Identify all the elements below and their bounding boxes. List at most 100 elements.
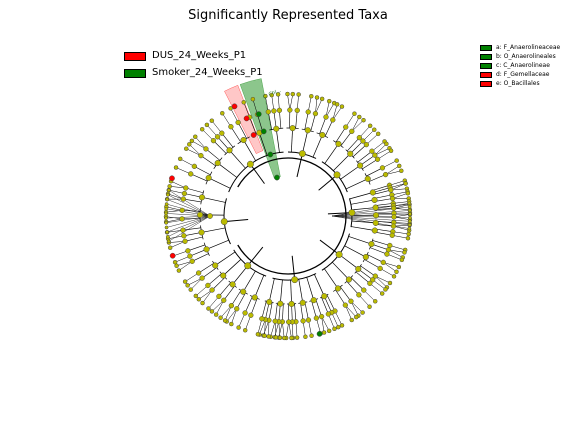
class-branch <box>338 254 359 270</box>
family-branch <box>350 301 363 313</box>
family-node <box>388 148 394 153</box>
class-branch <box>324 143 339 164</box>
order-node <box>318 313 325 320</box>
class-branch <box>333 153 351 171</box>
family-node <box>255 331 261 337</box>
order-node <box>363 141 370 148</box>
order-node <box>242 310 248 316</box>
family-node <box>353 314 359 320</box>
order-branch <box>237 122 247 139</box>
order-node <box>389 195 396 202</box>
family-branch <box>366 133 379 145</box>
family-branch <box>264 319 266 336</box>
clade-label: d: F_Gemellaceae <box>496 71 550 78</box>
family-node <box>263 93 268 99</box>
family-branch <box>166 206 183 211</box>
family-branch <box>168 235 184 240</box>
family-node <box>303 334 308 339</box>
family-branch <box>391 191 408 196</box>
family-branch <box>195 285 209 297</box>
class-node <box>277 300 284 307</box>
family-node <box>367 123 373 129</box>
family-branch <box>325 102 335 118</box>
family-branch <box>220 305 232 318</box>
order-node <box>305 317 312 323</box>
order-node <box>198 152 204 159</box>
class-branch <box>302 130 309 154</box>
class-branch <box>208 177 231 189</box>
order-node <box>199 275 205 281</box>
family-branch <box>390 188 407 191</box>
phylum-node <box>298 150 306 158</box>
family-branch <box>385 170 402 175</box>
order-node <box>388 187 394 193</box>
order-branch <box>230 126 241 143</box>
family-node <box>209 118 215 123</box>
family-node <box>189 138 195 144</box>
class-node <box>368 241 375 248</box>
order-node <box>369 148 375 154</box>
order-branch <box>198 263 214 274</box>
order-branch <box>190 173 208 182</box>
family-branch <box>287 93 291 111</box>
order-node <box>382 171 389 178</box>
clade-letter: -115 <box>0 0 6 2</box>
fan-leaf <box>165 230 169 234</box>
family-branch <box>350 301 359 316</box>
family-branch <box>332 104 338 120</box>
order-node <box>377 265 383 272</box>
order-branch <box>250 298 258 316</box>
family-branch <box>175 167 191 175</box>
family-branch <box>184 272 199 282</box>
order-branch <box>211 277 226 291</box>
highlighted-node <box>316 330 323 337</box>
order-branch <box>294 303 297 322</box>
family-node <box>405 190 411 196</box>
order-node <box>325 311 332 317</box>
fan-leaf <box>407 223 412 227</box>
order-node <box>228 124 234 130</box>
family-branch <box>359 125 371 138</box>
family-branch <box>211 300 224 312</box>
family-branch <box>389 180 405 186</box>
family-branch <box>252 99 258 115</box>
order-node <box>221 297 227 303</box>
order-branch <box>374 194 392 199</box>
order-branch <box>375 224 394 227</box>
family-branch <box>168 189 185 194</box>
order-node <box>181 190 188 197</box>
order-node <box>286 319 292 325</box>
class-node <box>347 150 354 157</box>
family-node <box>309 333 314 338</box>
order-branch <box>347 137 360 152</box>
family-node <box>394 269 399 275</box>
class-node <box>203 246 210 253</box>
highlighted-node <box>274 174 280 181</box>
family-node <box>173 165 179 170</box>
class-branch <box>259 132 268 156</box>
fan-node <box>207 213 213 219</box>
order-branch <box>366 254 384 263</box>
family-branch <box>168 241 186 243</box>
order-branch <box>374 231 393 236</box>
family-node <box>218 315 223 320</box>
order-branch <box>346 281 360 296</box>
family-branch <box>263 320 270 336</box>
clade-label: c: C_Anaerolineae <box>496 62 550 69</box>
class-branch <box>201 227 226 233</box>
family-branch <box>315 97 318 114</box>
highlighted-node <box>255 111 262 117</box>
order-branch <box>213 140 227 154</box>
family-node <box>200 300 205 306</box>
fan-leaf <box>164 216 168 220</box>
order-branch <box>201 267 217 279</box>
class-branch <box>351 226 375 231</box>
family-branch <box>358 294 370 307</box>
class-branch <box>345 178 368 190</box>
order-node <box>384 251 390 257</box>
family-branch <box>351 116 360 132</box>
order-branch <box>311 300 317 319</box>
order-branch <box>335 126 346 143</box>
family-node <box>336 324 341 330</box>
family-node <box>406 231 411 237</box>
